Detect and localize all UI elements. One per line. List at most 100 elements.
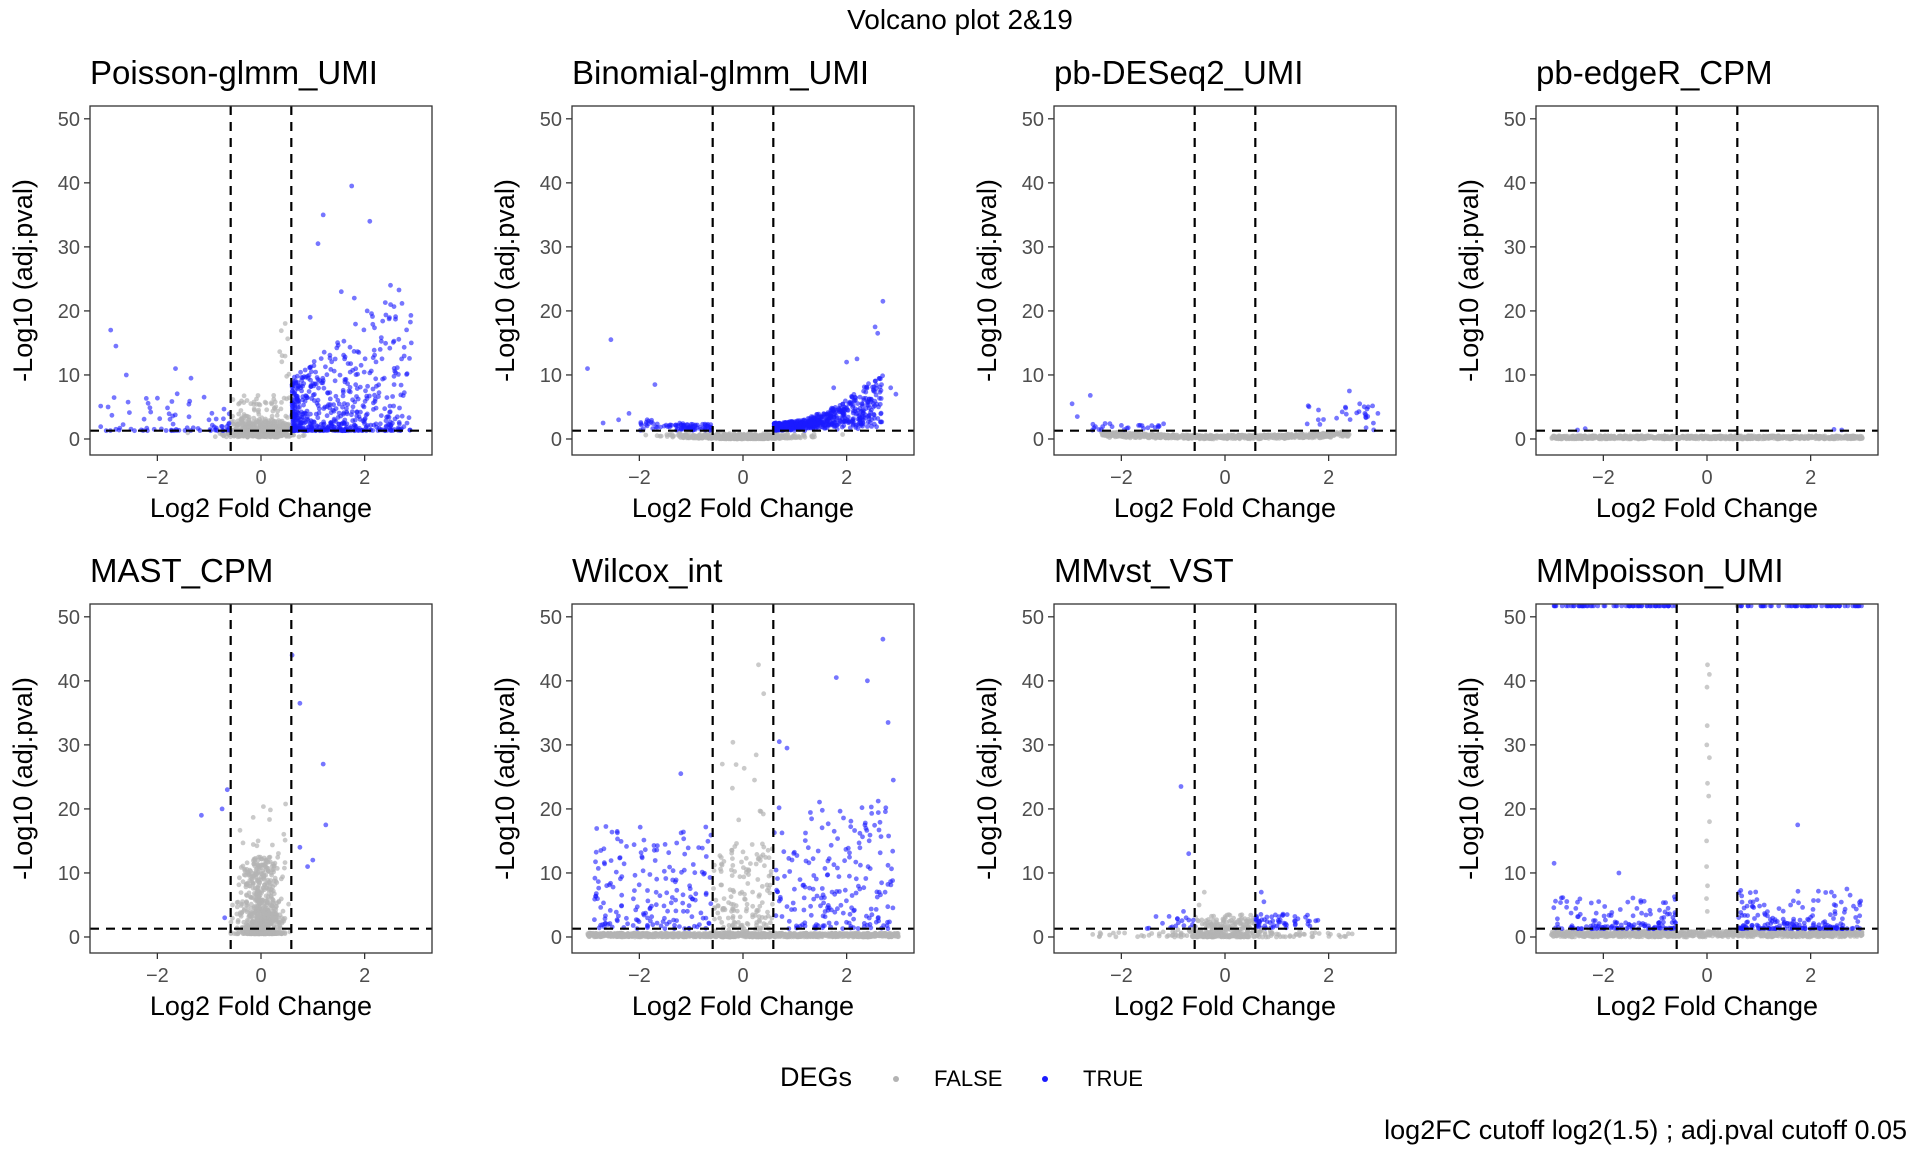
point-deg bbox=[221, 416, 226, 422]
point-nondeg bbox=[259, 425, 264, 431]
point-nondeg bbox=[1145, 434, 1150, 440]
point-deg bbox=[391, 373, 397, 379]
point-nondeg bbox=[696, 435, 702, 441]
point-nondeg bbox=[273, 904, 279, 909]
point-deg bbox=[376, 394, 381, 399]
point-deg bbox=[692, 423, 698, 429]
point-nondeg bbox=[1270, 433, 1276, 439]
point-nondeg bbox=[1582, 435, 1587, 440]
point-deg bbox=[318, 356, 324, 361]
point-deg bbox=[324, 372, 330, 378]
point-deg bbox=[393, 316, 398, 322]
point-deg bbox=[316, 406, 322, 412]
point-nondeg bbox=[282, 930, 288, 935]
point-deg bbox=[372, 352, 377, 358]
point-deg bbox=[345, 381, 350, 387]
point-nondeg bbox=[240, 422, 245, 427]
point-nondeg bbox=[256, 407, 261, 413]
point-deg bbox=[353, 321, 358, 327]
point-deg bbox=[877, 389, 883, 395]
point-deg bbox=[868, 407, 874, 413]
point-deg bbox=[141, 416, 147, 422]
point-nondeg bbox=[1218, 433, 1224, 439]
point-nondeg bbox=[276, 898, 282, 904]
point-deg bbox=[344, 406, 349, 411]
point-deg bbox=[830, 406, 836, 411]
point-deg bbox=[1365, 404, 1371, 410]
point-deg bbox=[298, 369, 303, 375]
point-nondeg bbox=[811, 431, 817, 437]
point-deg bbox=[866, 403, 871, 408]
y-tick-label: 0 bbox=[69, 429, 80, 451]
point-deg bbox=[350, 409, 355, 414]
point-deg bbox=[305, 375, 311, 381]
point-deg bbox=[1069, 401, 1075, 407]
point-nondeg bbox=[238, 408, 244, 413]
point-deg bbox=[332, 356, 338, 362]
point-deg bbox=[340, 387, 346, 393]
point-nondeg bbox=[296, 434, 302, 440]
point-deg bbox=[201, 394, 207, 400]
point-deg bbox=[391, 403, 396, 409]
point-deg bbox=[172, 412, 178, 418]
point-nondeg bbox=[1551, 433, 1557, 439]
point-deg bbox=[220, 424, 225, 429]
point-nondeg bbox=[285, 415, 290, 420]
point-nondeg bbox=[282, 860, 288, 865]
point-deg bbox=[301, 411, 306, 416]
point-deg bbox=[187, 398, 193, 404]
point-deg bbox=[331, 424, 336, 430]
x-tick-label: 2 bbox=[359, 467, 370, 489]
point-deg bbox=[320, 212, 326, 218]
point-deg bbox=[349, 183, 355, 189]
point-nondeg bbox=[1762, 435, 1768, 441]
point-nondeg bbox=[1767, 434, 1772, 440]
point-deg bbox=[383, 340, 388, 346]
point-nondeg bbox=[752, 433, 757, 439]
point-deg bbox=[145, 400, 151, 406]
point-deg bbox=[876, 376, 882, 381]
x-tick-label: 2 bbox=[1805, 467, 1816, 489]
point-nondeg bbox=[1599, 436, 1604, 442]
y-tick-label: 30 bbox=[540, 237, 562, 259]
point-nondeg bbox=[1661, 435, 1667, 440]
point-deg bbox=[344, 424, 350, 430]
point-deg bbox=[408, 313, 414, 318]
point-deg bbox=[353, 372, 359, 378]
point-nondeg bbox=[1795, 435, 1801, 441]
point-deg bbox=[1315, 417, 1321, 423]
point-deg bbox=[1155, 424, 1161, 430]
point-deg bbox=[362, 356, 368, 362]
point-deg bbox=[893, 391, 899, 397]
point-nondeg bbox=[250, 421, 256, 427]
point-deg bbox=[1149, 423, 1155, 428]
point-deg bbox=[341, 352, 346, 358]
point-deg bbox=[851, 416, 856, 421]
y-tick-label: 40 bbox=[1022, 173, 1044, 195]
point-deg bbox=[855, 401, 861, 406]
point-deg bbox=[361, 369, 367, 375]
point-deg bbox=[348, 425, 353, 431]
point-deg bbox=[867, 420, 873, 426]
point-deg bbox=[875, 416, 881, 421]
point-nondeg bbox=[792, 432, 798, 438]
y-tick-label: 10 bbox=[1504, 365, 1526, 387]
point-deg bbox=[383, 418, 389, 424]
point-deg bbox=[408, 319, 413, 325]
point-nondeg bbox=[285, 336, 291, 342]
point-deg bbox=[387, 403, 393, 409]
point-deg bbox=[1371, 420, 1376, 426]
point-deg bbox=[321, 385, 327, 391]
point-deg bbox=[306, 389, 312, 394]
point-deg bbox=[1090, 421, 1096, 427]
panel-title: Poisson-glmm_UMI bbox=[90, 54, 378, 91]
point-deg bbox=[396, 336, 402, 342]
point-deg bbox=[213, 416, 219, 422]
point-deg bbox=[314, 375, 320, 380]
point-deg bbox=[173, 366, 178, 371]
point-nondeg bbox=[278, 328, 284, 334]
point-deg bbox=[406, 415, 412, 421]
point-deg bbox=[186, 414, 192, 420]
point-deg bbox=[321, 419, 326, 425]
